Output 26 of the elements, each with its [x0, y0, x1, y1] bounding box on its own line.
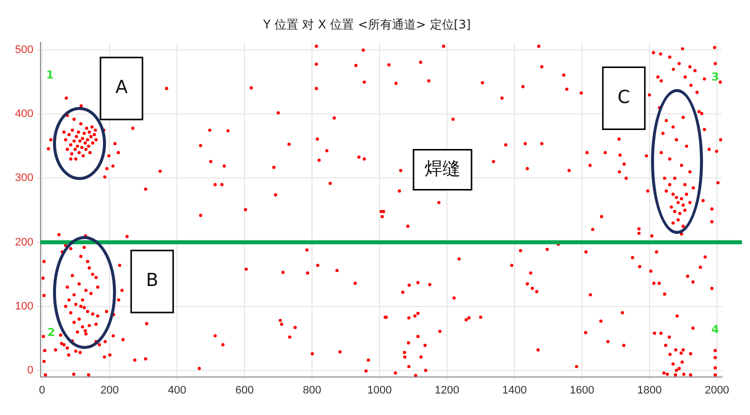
y-tick-label: 400 [14, 108, 34, 120]
annotation: 焊缝 [424, 158, 461, 180]
x-tick-label: 600 [235, 384, 254, 396]
y-tick-label: 500 [14, 44, 34, 56]
annotation: B [146, 270, 158, 292]
annotation: 2 [47, 326, 56, 340]
y-tick-label: 300 [14, 172, 34, 184]
x-tick-label: 800 [302, 384, 322, 396]
x-tick-label: 1600 [570, 384, 594, 396]
x-tick-label: 1800 [637, 384, 662, 396]
y-tick-label: 100 [14, 300, 34, 312]
x-tick-label: 2000 [704, 384, 730, 396]
y-tick-label: 0 [27, 364, 34, 376]
annotation: 4 [711, 322, 720, 336]
y-tick-label: 200 [14, 236, 34, 248]
x-tick-label: 400 [168, 384, 186, 396]
annotation: 1 [46, 68, 54, 82]
x-tick-label: 1000 [367, 384, 392, 396]
x-tick-label: 1200 [434, 384, 460, 396]
annotation: 3 [711, 70, 720, 84]
annotation: A [115, 77, 128, 98]
x-tick-label: 0 [38, 384, 46, 396]
x-tick-label: 1400 [502, 384, 527, 396]
x-tick-label: 200 [100, 384, 119, 396]
annotation: C [618, 86, 630, 108]
chart-title: Y 位置 对 X 位置 <所有通道> 定位[3] [262, 17, 471, 32]
